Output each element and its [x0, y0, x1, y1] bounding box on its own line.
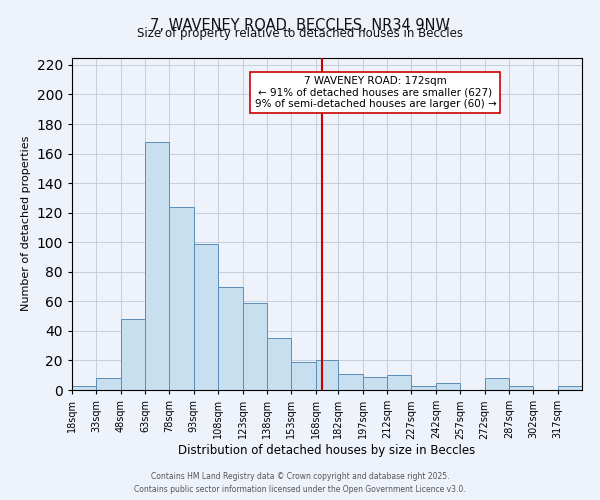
Text: 7 WAVENEY ROAD: 172sqm
← 91% of detached houses are smaller (627)
9% of semi-det: 7 WAVENEY ROAD: 172sqm ← 91% of detached…: [254, 76, 496, 109]
Bar: [436, 382, 460, 390]
Bar: [242, 303, 267, 390]
Bar: [194, 244, 218, 390]
Y-axis label: Number of detached properties: Number of detached properties: [21, 136, 31, 312]
Bar: [412, 386, 436, 390]
Text: Contains HM Land Registry data © Crown copyright and database right 2025.
Contai: Contains HM Land Registry data © Crown c…: [134, 472, 466, 494]
Bar: [121, 319, 145, 390]
Bar: [363, 376, 387, 390]
Bar: [509, 386, 533, 390]
Bar: [338, 374, 363, 390]
Text: Size of property relative to detached houses in Beccles: Size of property relative to detached ho…: [137, 28, 463, 40]
Bar: [485, 378, 509, 390]
Bar: [72, 386, 97, 390]
Bar: [218, 286, 242, 390]
Bar: [557, 386, 582, 390]
Bar: [145, 142, 169, 390]
Bar: [291, 362, 316, 390]
Bar: [267, 338, 291, 390]
Bar: [97, 378, 121, 390]
Bar: [387, 375, 412, 390]
Text: 7, WAVENEY ROAD, BECCLES, NR34 9NW: 7, WAVENEY ROAD, BECCLES, NR34 9NW: [150, 18, 450, 32]
Bar: [169, 207, 194, 390]
X-axis label: Distribution of detached houses by size in Beccles: Distribution of detached houses by size …: [178, 444, 476, 457]
Bar: [316, 360, 338, 390]
